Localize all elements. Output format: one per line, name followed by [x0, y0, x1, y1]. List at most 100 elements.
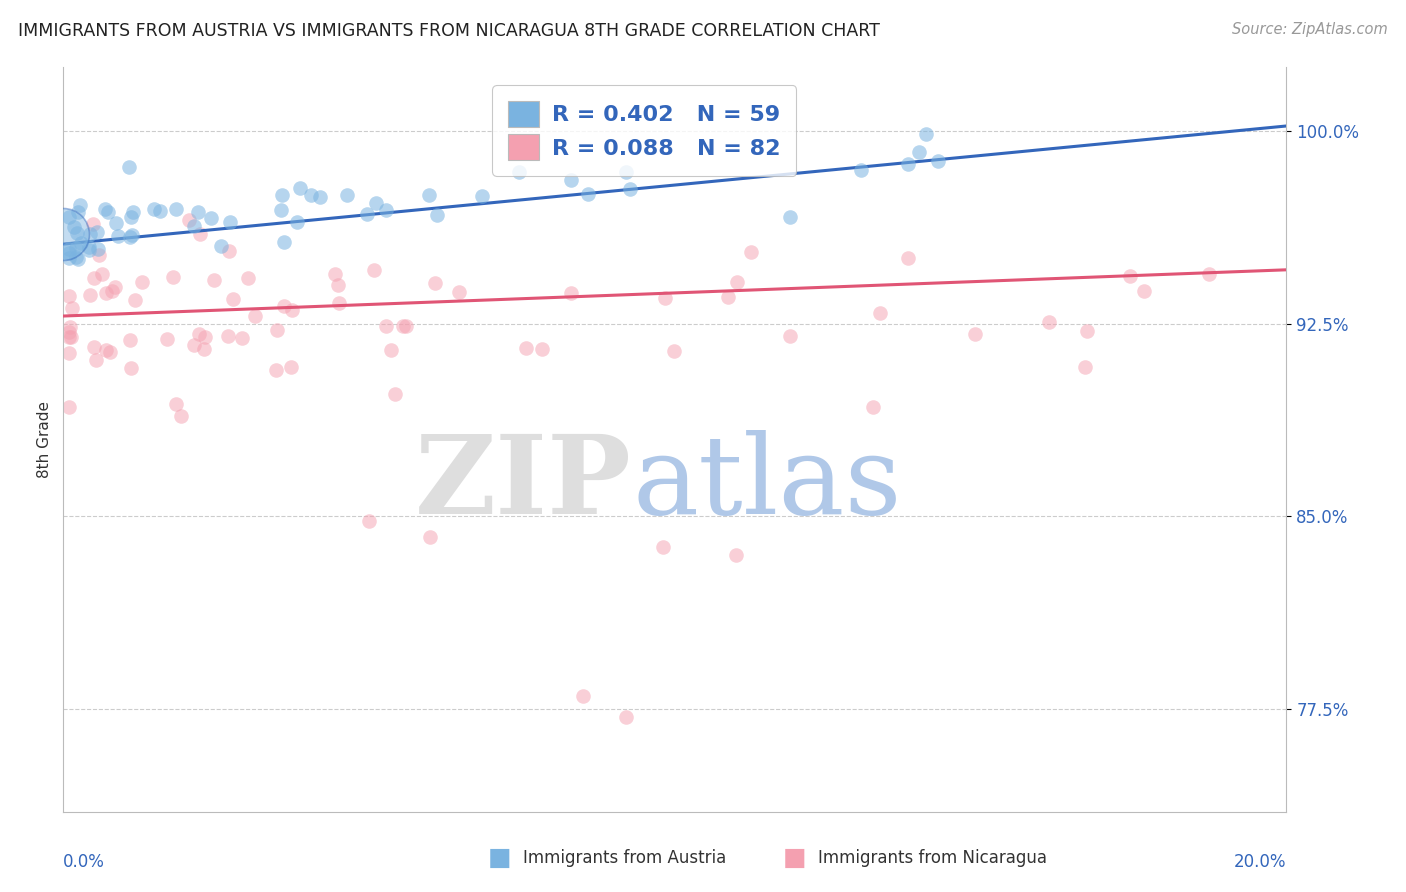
- Point: [572, 689, 595, 703]
- Point: [94, 202, 117, 216]
- Point: [356, 207, 378, 221]
- Point: [118, 333, 141, 347]
- Point: [52, 227, 75, 241]
- Point: [59, 330, 82, 344]
- Text: Immigrants from Austria: Immigrants from Austria: [523, 849, 727, 867]
- Point: [107, 229, 129, 244]
- Point: [1119, 268, 1142, 283]
- Point: [97, 205, 120, 219]
- Point: [91, 267, 114, 281]
- Point: [725, 275, 748, 289]
- Point: [58, 330, 80, 344]
- Point: [280, 360, 302, 375]
- Text: atlas: atlas: [633, 431, 901, 538]
- Point: [79, 227, 101, 242]
- Point: [86, 242, 108, 256]
- Point: [120, 230, 142, 244]
- Point: [740, 245, 762, 260]
- Point: [131, 275, 153, 289]
- Point: [384, 387, 406, 401]
- Point: [560, 173, 582, 187]
- Point: [200, 211, 222, 225]
- Point: [366, 195, 388, 210]
- Point: [105, 216, 128, 230]
- Point: [58, 400, 80, 414]
- Point: [654, 291, 676, 305]
- Point: [280, 302, 302, 317]
- Point: [231, 331, 253, 345]
- Point: [915, 128, 938, 142]
- Point: [266, 363, 288, 377]
- Point: [82, 217, 104, 231]
- Point: [67, 205, 90, 219]
- Point: [65, 241, 87, 255]
- Point: [266, 323, 288, 337]
- Point: [118, 160, 141, 174]
- Point: [418, 188, 440, 202]
- Point: [121, 227, 143, 242]
- Point: [426, 208, 449, 222]
- Point: [190, 227, 212, 241]
- Point: [779, 210, 801, 224]
- Point: [273, 299, 295, 313]
- Point: [897, 251, 920, 265]
- Y-axis label: 8th Grade: 8th Grade: [37, 401, 52, 478]
- Text: ■: ■: [488, 847, 510, 870]
- Text: Immigrants from Nicaragua: Immigrants from Nicaragua: [818, 849, 1047, 867]
- Point: [927, 153, 949, 168]
- Point: [83, 340, 105, 354]
- Text: Source: ZipAtlas.com: Source: ZipAtlas.com: [1232, 22, 1388, 37]
- Point: [66, 227, 89, 241]
- Point: [908, 145, 931, 159]
- Point: [60, 301, 83, 315]
- Point: [380, 343, 402, 357]
- Point: [193, 330, 215, 344]
- Point: [58, 243, 80, 257]
- Point: [58, 345, 80, 359]
- Point: [288, 181, 311, 195]
- Point: [395, 318, 418, 333]
- Point: [270, 188, 292, 202]
- Point: [58, 289, 80, 303]
- Text: 20.0%: 20.0%: [1234, 853, 1286, 871]
- Point: [170, 409, 193, 423]
- Point: [165, 397, 187, 411]
- Point: [66, 252, 89, 267]
- Point: [717, 290, 740, 304]
- Point: [63, 220, 86, 235]
- Point: [87, 248, 110, 262]
- Point: [419, 530, 441, 544]
- Point: [423, 277, 446, 291]
- Point: [614, 709, 637, 723]
- Point: [209, 239, 232, 253]
- Point: [363, 262, 385, 277]
- Point: [83, 271, 105, 285]
- Point: [508, 165, 530, 179]
- Point: [120, 360, 142, 375]
- Point: [162, 270, 184, 285]
- Point: [869, 306, 891, 320]
- Text: IMMIGRANTS FROM AUSTRIA VS IMMIGRANTS FROM NICARAGUA 8TH GRADE CORRELATION CHART: IMMIGRANTS FROM AUSTRIA VS IMMIGRANTS FR…: [18, 22, 880, 40]
- Point: [243, 309, 266, 323]
- Point: [662, 344, 685, 359]
- Point: [77, 243, 100, 257]
- Point: [560, 286, 582, 301]
- Point: [58, 210, 80, 224]
- Point: [101, 284, 124, 298]
- Point: [471, 189, 494, 203]
- Point: [897, 157, 920, 171]
- Point: [392, 319, 415, 334]
- Point: [217, 329, 239, 343]
- Point: [156, 332, 179, 346]
- Point: [59, 319, 82, 334]
- Point: [651, 540, 673, 554]
- Point: [336, 188, 359, 202]
- Point: [98, 345, 121, 359]
- Point: [183, 219, 205, 233]
- Point: [614, 164, 637, 178]
- Point: [58, 325, 80, 339]
- Text: ZIP: ZIP: [415, 431, 633, 538]
- Point: [58, 252, 80, 266]
- Point: [531, 343, 554, 357]
- Point: [619, 181, 641, 195]
